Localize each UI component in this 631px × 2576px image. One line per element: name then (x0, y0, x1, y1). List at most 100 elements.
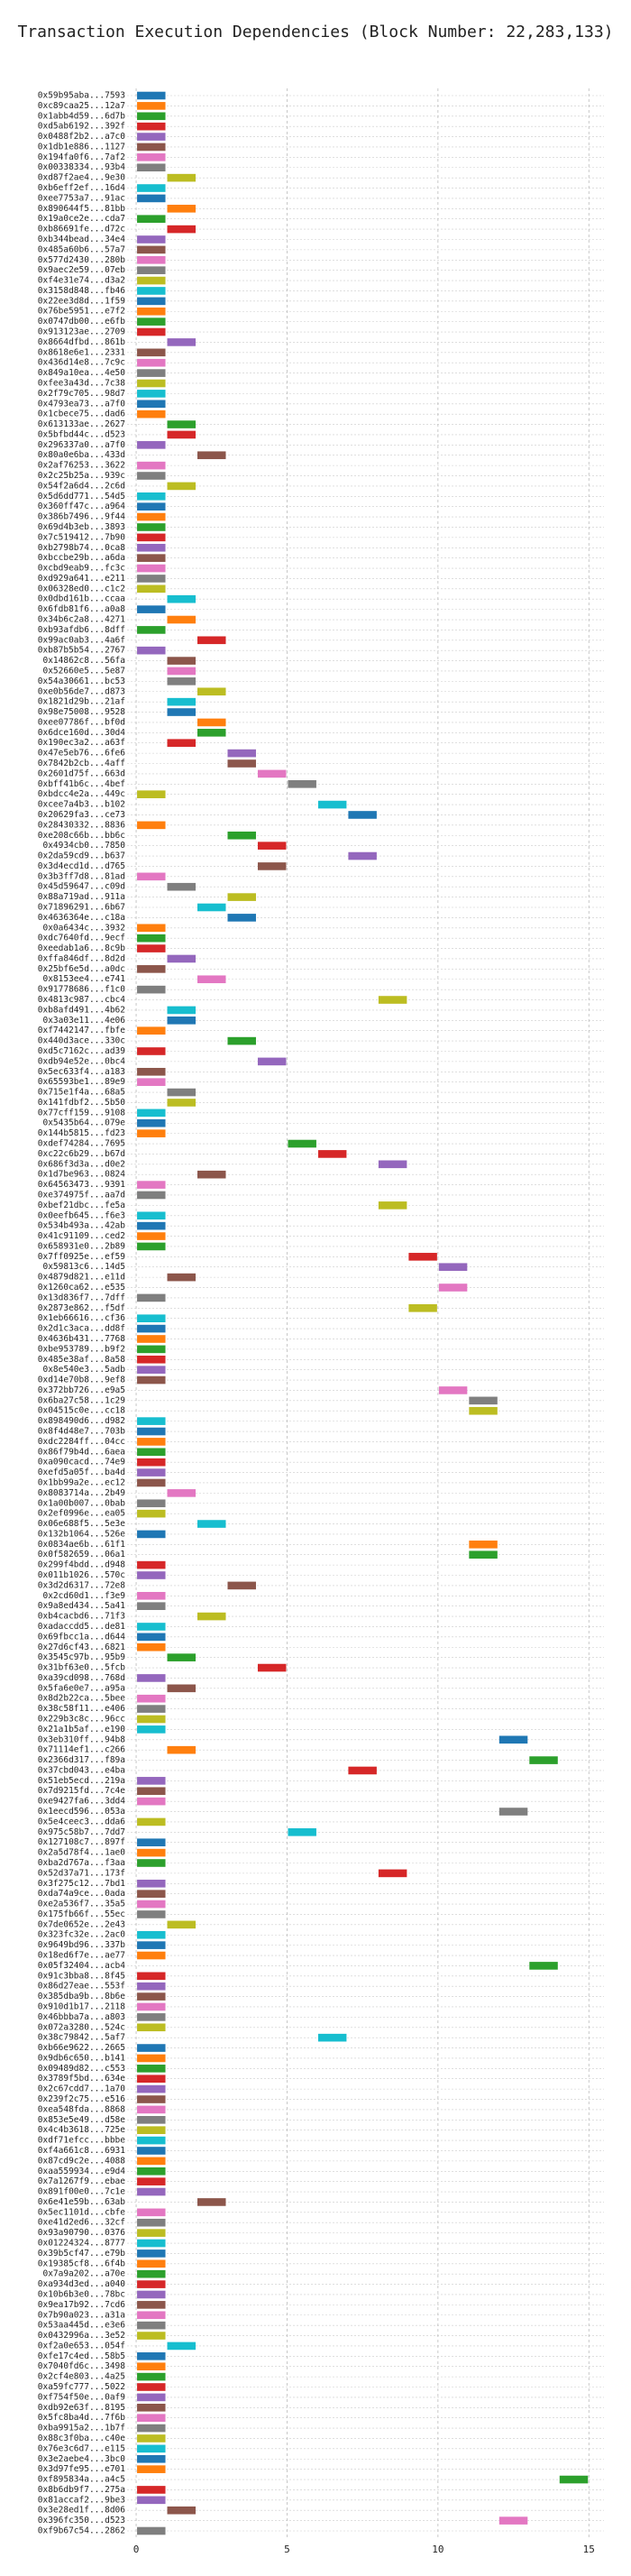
y-tick-label: 0x38c58f11...e406 (38, 1704, 126, 1714)
bar (137, 1787, 166, 1796)
bar (137, 2105, 166, 2114)
bar (137, 1078, 166, 1086)
bar (137, 2332, 166, 2340)
bar (137, 1109, 166, 1118)
y-tick-label: 0x360ff47c...a964 (38, 501, 126, 511)
bar (137, 307, 166, 316)
bar (167, 667, 197, 676)
y-tick-label: 0x53aa445d...e3e6 (38, 2321, 126, 2331)
y-tick-label: 0x7de0652e...2e43 (38, 1919, 125, 1929)
bar (137, 1530, 166, 1539)
bar (137, 2352, 166, 2360)
bar (167, 708, 197, 716)
y-tick-label: 0x4793ea73...a7f0 (38, 399, 126, 409)
y-tick-label: 0x613133ae...2627 (38, 419, 125, 429)
bar (257, 1663, 287, 1672)
y-tick-label: 0x65593be1...89e9 (38, 1077, 126, 1087)
bar (137, 2280, 166, 2288)
bar (137, 2023, 166, 2032)
y-tick-label: 0x0a6434c...3932 (42, 923, 125, 933)
y-tick-label: 0x8e540e3...5adb (42, 1365, 125, 1375)
bar (167, 594, 197, 603)
y-tick-label: 0x25bf6e5d...a0dc (38, 964, 125, 974)
bar (348, 851, 377, 860)
bar (167, 1099, 197, 1107)
y-tick-label: 0x05f32404...acb4 (38, 1961, 126, 1971)
y-tick-label: 0x20629fa3...ce73 (38, 810, 125, 820)
bar (167, 1489, 197, 1497)
bar (137, 255, 166, 264)
bar (137, 102, 166, 110)
y-tick-label: 0x7a9a202...a70e (42, 2269, 125, 2279)
y-tick-label: 0xfee3a43d...7c38 (38, 378, 126, 388)
y-tick-label: 0x891f00e0...7c1e (38, 2187, 126, 2197)
bar (137, 1335, 166, 1343)
bar (167, 1745, 197, 1754)
y-tick-label: 0x1260ca62...e535 (38, 1283, 125, 1293)
y-tick-label: 0x175fb66f...55ec (38, 1909, 125, 1919)
y-tick-label: 0xbff41b6c...4bef (38, 779, 125, 789)
y-tick-label: 0xcee7a4b3...b102 (38, 800, 125, 810)
bar (469, 1396, 498, 1405)
bar (167, 954, 197, 963)
bar (137, 1571, 166, 1579)
bar (137, 2218, 166, 2227)
bar (167, 697, 197, 706)
y-tick-label: 0x7ff0925e...ef59 (38, 1252, 126, 1262)
bar (378, 1869, 407, 1878)
y-tick-label: 0x890644f5...81bb (38, 204, 126, 214)
bar (498, 1808, 528, 1816)
y-tick-label: 0xadaccdd5...de81 (38, 1622, 126, 1632)
y-tick-label: 0x38c79842...5af7 (38, 2033, 125, 2043)
y-tick-label: 0x2d1c3aca...dd8f (38, 1324, 125, 1334)
y-tick-label: 0xb66e9622...2665 (38, 2043, 125, 2053)
y-tick-label: 0x0432996a...3e52 (38, 2331, 125, 2341)
bar (137, 327, 166, 336)
bar (137, 369, 166, 377)
bar (137, 1324, 166, 1333)
bar (167, 1684, 197, 1693)
bar (137, 287, 166, 295)
bar (137, 2075, 166, 2084)
bar (197, 687, 226, 696)
y-tick-label: 0x41c91109...ced2 (38, 1231, 125, 1241)
y-tick-label: 0x71114ef1...c266 (38, 1745, 126, 1755)
y-tick-label: 0x69fbcc1a...d644 (38, 1632, 126, 1642)
bar (137, 2383, 166, 2391)
bar (137, 1633, 166, 1642)
y-tick-label: 0x853e5e49...d58e (38, 2115, 126, 2125)
y-tick-label: 0x8618e6e1...2331 (38, 347, 126, 357)
y-tick-label: 0x7842b2cb...4aff (38, 759, 125, 768)
y-tick-label: 0x658931e0...2b89 (38, 1241, 126, 1251)
y-tick-label: 0xb6eff2ef...16d4 (38, 183, 126, 193)
y-tick-label: 0xea548fda...8868 (38, 2104, 126, 2114)
y-tick-label: 0x396fc350...d523 (38, 2516, 125, 2525)
bar (167, 739, 197, 748)
y-tick-label: 0x13d836f7...7dff (38, 1293, 125, 1302)
y-tick-label: 0xe208c66b...bb6c (38, 831, 125, 841)
bar (137, 1972, 166, 1981)
y-tick-label: 0x5fa6e0e7...a95a (38, 1683, 125, 1693)
y-tick-label: 0x2a5d78f4...1ae0 (38, 1848, 126, 1858)
bar (137, 821, 166, 830)
bar (137, 1694, 166, 1703)
bar (137, 1366, 166, 1374)
y-tick-label: 0x1821d29b...21af (38, 697, 125, 707)
bar (197, 1520, 226, 1528)
bar (137, 2372, 166, 2381)
y-tick-label: 0x28430332...8836 (38, 820, 126, 830)
y-tick-label: 0x534b493a...42ab (38, 1221, 126, 1231)
bar (137, 2301, 166, 2309)
bar (137, 1478, 166, 1487)
y-tick-label: 0xf895834a...a4c5 (38, 2475, 125, 2485)
y-tick-label: 0x10b6b3e0...78bc (38, 2289, 125, 2299)
y-tick-label: 0xc22c6b29...b67d (38, 1149, 125, 1159)
y-tick-label: 0xf2a0e653...054f (38, 2341, 125, 2351)
y-tick-label: 0xdf71efcc...bbbe (38, 2136, 126, 2146)
bar (137, 1848, 166, 1857)
y-tick-label: 0x81accaf2...9be3 (38, 2495, 125, 2505)
y-tick-label: 0xdc7640fd...9ecf (38, 934, 125, 943)
y-tick-label: 0x19385cf8...6f4b (38, 2259, 126, 2268)
y-tick-label: 0x54f2a6d4...2c6d (38, 481, 125, 491)
y-tick-label: 0x2ef0996e...ea05 (38, 1509, 125, 1519)
